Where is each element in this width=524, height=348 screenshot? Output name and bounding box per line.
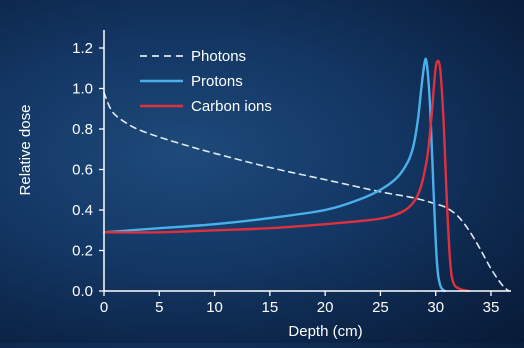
series-line-protons	[102, 57, 446, 293]
series-line-photons	[103, 91, 510, 292]
ticks-layer: 0 5 10 15 20 25 30 35 0.0 0.2 0.4 0.6 0.8 1.0 1.2	[72, 40, 499, 316]
y-tick-label: 0.6	[72, 162, 93, 179]
y-axis-title: Relative dose	[17, 105, 34, 196]
y-tick-label: 0.0	[72, 283, 93, 300]
x-axis-title: Depth (cm)	[288, 323, 362, 340]
x-tick-label: 5	[155, 299, 163, 316]
y-tick-label: 0.2	[72, 243, 93, 260]
legend: Photons Protons Carbon ions	[140, 48, 272, 115]
legend-label-carbon-ions: Carbon ions	[191, 98, 272, 115]
legend-label-photons: Photons	[191, 48, 246, 65]
curves-layer	[102, 57, 510, 293]
x-tick-label: 30	[427, 299, 444, 316]
legend-label-protons: Protons	[191, 73, 243, 90]
y-tick-label: 1.2	[72, 40, 93, 57]
x-tick-label: 0	[100, 299, 108, 316]
series-line-carbon-ions	[102, 59, 471, 293]
x-tick-label: 15	[262, 299, 279, 316]
x-tick-label: 25	[372, 299, 389, 316]
x-tick-label: 10	[206, 299, 223, 316]
x-tick-label: 20	[317, 299, 334, 316]
y-tick-label: 0.8	[72, 121, 93, 138]
y-tick-label: 1.0	[72, 81, 93, 98]
y-tick-label: 0.4	[72, 202, 93, 219]
axes-layer	[103, 30, 511, 292]
x-tick-label: 35	[483, 299, 500, 316]
